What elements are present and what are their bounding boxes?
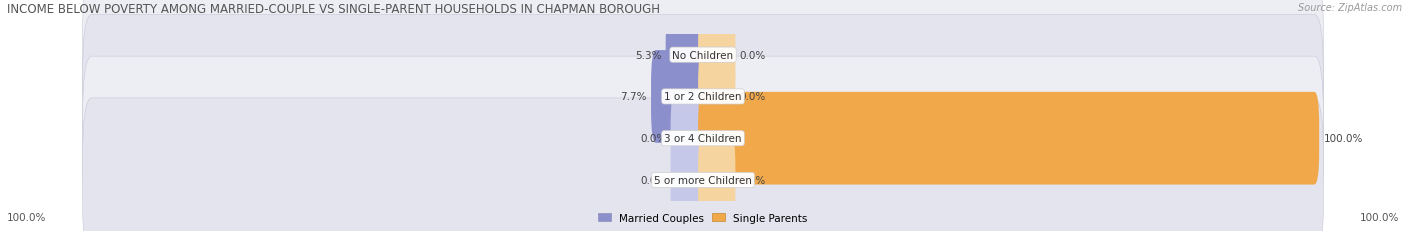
Text: 0.0%: 0.0%	[640, 175, 666, 185]
Text: 5.3%: 5.3%	[636, 50, 661, 61]
Text: 0.0%: 0.0%	[640, 134, 666, 144]
Text: 100.0%: 100.0%	[1360, 212, 1399, 222]
FancyBboxPatch shape	[83, 0, 1323, 137]
Text: 0.0%: 0.0%	[740, 92, 766, 102]
FancyBboxPatch shape	[83, 15, 1323, 179]
Text: 0.0%: 0.0%	[740, 175, 766, 185]
FancyBboxPatch shape	[699, 92, 1319, 185]
FancyBboxPatch shape	[699, 9, 735, 102]
FancyBboxPatch shape	[699, 134, 735, 226]
FancyBboxPatch shape	[699, 51, 735, 143]
Text: 100.0%: 100.0%	[7, 212, 46, 222]
Text: 1 or 2 Children: 1 or 2 Children	[664, 92, 742, 102]
FancyBboxPatch shape	[83, 57, 1323, 220]
FancyBboxPatch shape	[665, 9, 707, 102]
Legend: Married Couples, Single Parents: Married Couples, Single Parents	[595, 210, 811, 226]
FancyBboxPatch shape	[651, 51, 707, 143]
FancyBboxPatch shape	[671, 134, 707, 226]
Text: 7.7%: 7.7%	[620, 92, 647, 102]
Text: 5 or more Children: 5 or more Children	[654, 175, 752, 185]
FancyBboxPatch shape	[671, 92, 707, 185]
Text: INCOME BELOW POVERTY AMONG MARRIED-COUPLE VS SINGLE-PARENT HOUSEHOLDS IN CHAPMAN: INCOME BELOW POVERTY AMONG MARRIED-COUPL…	[7, 3, 659, 16]
Text: No Children: No Children	[672, 50, 734, 61]
Text: 100.0%: 100.0%	[1323, 134, 1362, 144]
Text: 3 or 4 Children: 3 or 4 Children	[664, 134, 742, 144]
Text: 0.0%: 0.0%	[740, 50, 766, 61]
FancyBboxPatch shape	[83, 98, 1323, 231]
Text: Source: ZipAtlas.com: Source: ZipAtlas.com	[1298, 3, 1402, 13]
